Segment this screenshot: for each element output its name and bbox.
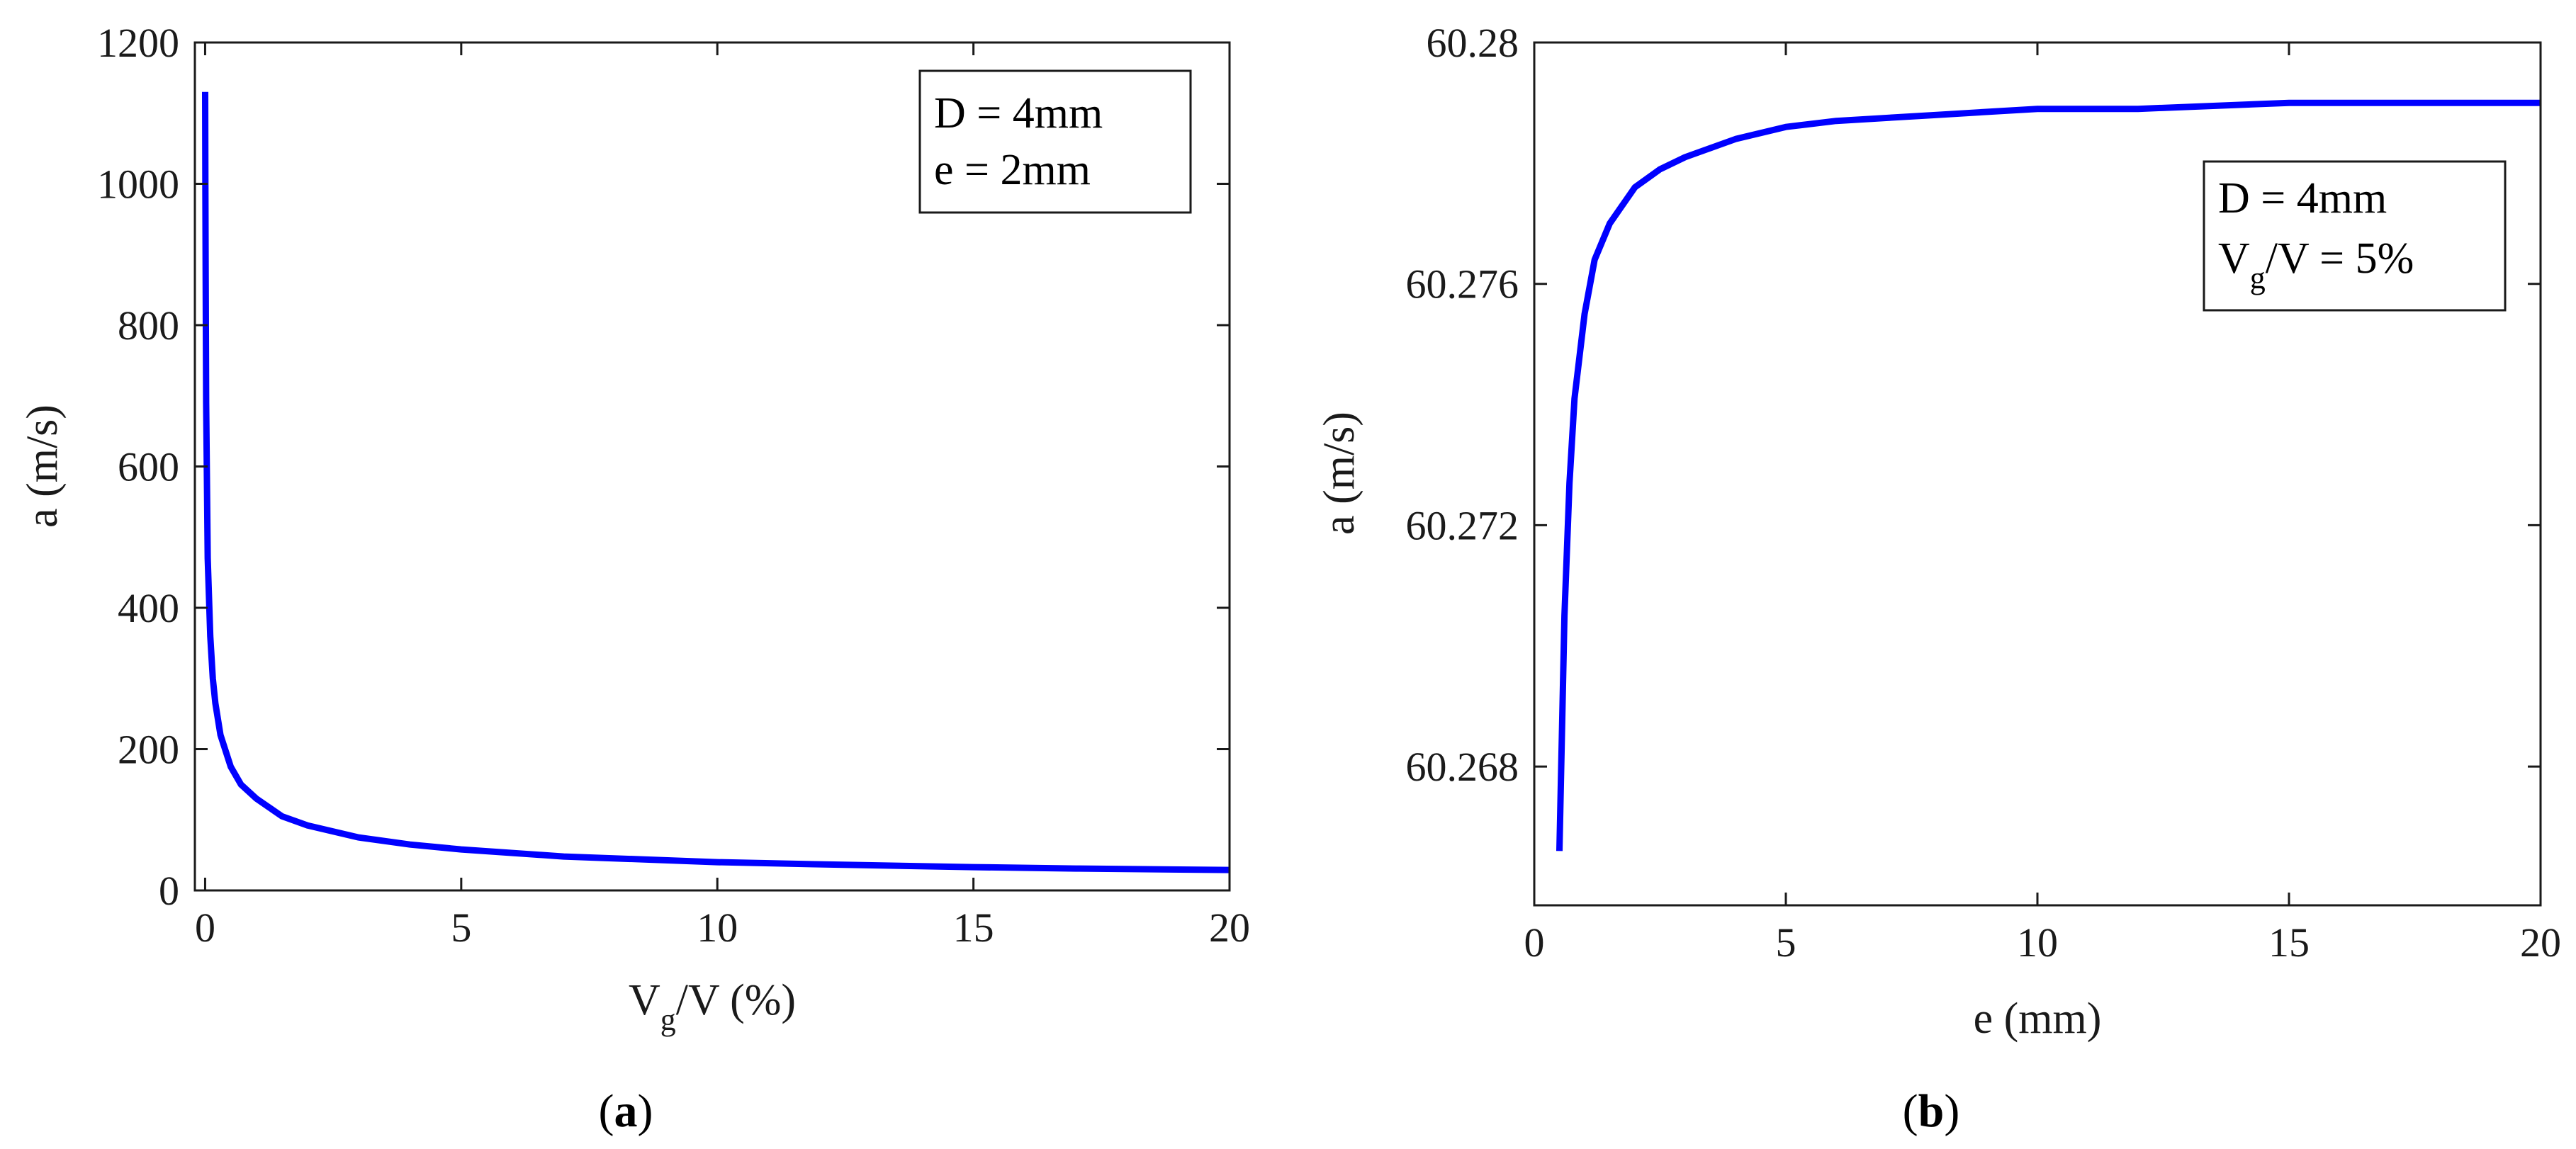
chart-b-ticks-layer: 0 5 10 15 20 60.268 60.272 60.276 60.28 xyxy=(1406,20,2562,966)
chart-a-xtick-label: 0 xyxy=(195,905,215,951)
chart-b-legend-line-1: D = 4mm xyxy=(2218,174,2387,222)
chart-a-ylabel: a (m/s) xyxy=(18,404,67,528)
chart-a-xtick-label: 15 xyxy=(953,905,994,951)
chart-b-xtick-label: 20 xyxy=(2520,919,2561,966)
chart-a-xtick-label: 20 xyxy=(1209,905,1250,951)
chart-a-xtick-label: 5 xyxy=(451,905,471,951)
chart-b-legend: D = 4mm Vg/V = 5% xyxy=(2203,160,2507,312)
chart-a-series-line xyxy=(202,91,1230,873)
chart-b-ylabel: a (m/s) xyxy=(1315,412,1363,535)
chart-b-ytick-label: 60.268 xyxy=(1406,744,1519,790)
chart-b-xtick-label: 0 xyxy=(1524,919,1545,966)
chart-b-legend-line-2: Vg/V = 5% xyxy=(2218,234,2414,295)
chart-a-ytick-label: 1200 xyxy=(97,20,179,66)
chart-a-caption: (a) xyxy=(599,1085,653,1137)
chart-b-caption: (b) xyxy=(1903,1085,1960,1137)
chart-b-ytick-label: 60.276 xyxy=(1406,261,1519,307)
chart-a-legend-line-1: D = 4mm xyxy=(934,89,1103,137)
chart-a-plot-frame xyxy=(193,41,1231,892)
chart-b-xlabel: e (mm) xyxy=(1974,995,2102,1043)
chart-a-xlabel: Vg/V (%) xyxy=(629,976,796,1037)
chart-b-xtick-label: 15 xyxy=(2268,919,2310,966)
chart-a-legend-line-2: e = 2mm xyxy=(934,146,1091,194)
chart-b-plot-frame xyxy=(1533,41,2542,907)
chart-a-ytick-label: 600 xyxy=(118,444,179,490)
chart-a-ytick-label: 400 xyxy=(118,585,179,631)
chart-b-xtick-label: 10 xyxy=(2017,919,2058,966)
chart-a-legend-box xyxy=(918,69,1192,214)
chart-b-ytick-label: 60.272 xyxy=(1406,502,1519,548)
chart-a-ytick-label: 200 xyxy=(118,727,179,773)
chart-a-ytick-label: 0 xyxy=(159,868,179,914)
chart-b-ytick-label: 60.28 xyxy=(1427,20,1519,66)
chart-a-curve-layer xyxy=(202,91,1230,873)
chart-a-ytick-label: 800 xyxy=(118,302,179,349)
chart-b-curve-layer xyxy=(1556,99,2541,851)
chart-b-xtick-label: 5 xyxy=(1776,919,1796,966)
chart-b-series-line xyxy=(1556,99,2541,851)
chart-b-legend-box xyxy=(2203,160,2507,312)
chart-a-xtick-label: 10 xyxy=(697,905,738,951)
chart-a-ytick-label: 1000 xyxy=(97,162,179,208)
chart-b: 0 5 10 15 20 60.268 60.272 60.276 60.28 D = 4mm … xyxy=(1315,20,2561,1137)
chart-a-legend: D = 4mm e = 2mm xyxy=(918,69,1192,214)
